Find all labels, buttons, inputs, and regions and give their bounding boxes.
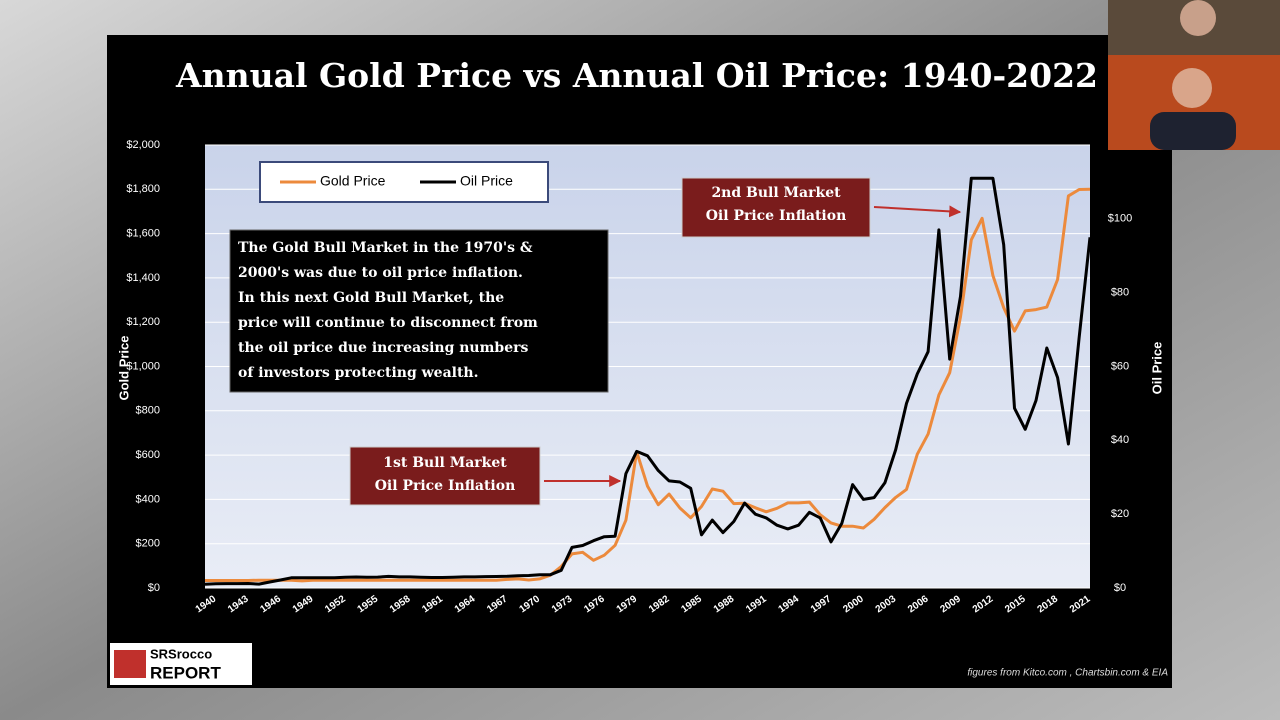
y2-axis-label: Oil Price (1149, 342, 1164, 395)
y2-tick-label: $60 (1111, 360, 1129, 372)
series-line (204, 176, 1092, 586)
note-text: In this next Gold Bull Market, the (238, 290, 504, 306)
y-axis-label: Gold Price (116, 335, 131, 400)
y-tick-label: $0 (148, 582, 160, 594)
webcam-face (1180, 0, 1216, 36)
y-tick-label: $1,200 (126, 316, 160, 328)
y2-tick-label: $40 (1111, 434, 1129, 446)
note-text: of investors protecting wealth. (238, 365, 479, 381)
y-tick-label: $1,800 (126, 183, 160, 195)
webcam-face (1172, 68, 1212, 108)
note-text: the oil price due increasing numbers (238, 340, 528, 356)
chart-title: Annual Gold Price vs Annual Oil Price: 1… (175, 56, 1098, 95)
y2-tick-label: $0 (1114, 582, 1126, 594)
annotation-text: 2nd Bull Market (711, 185, 841, 201)
y2-tick-label: $80 (1111, 287, 1129, 299)
y-tick-label: $200 (136, 538, 160, 550)
note-box (229, 229, 609, 393)
source: figures from Kitco.com , Chartsbin.com &… (967, 668, 1168, 679)
y-tick-label: $800 (136, 405, 160, 417)
y-tick-label: $1,400 (126, 272, 160, 284)
note-text: 2000's was due to oil price inflation. (238, 265, 523, 281)
y2-tick-label: $20 (1111, 508, 1129, 520)
y-tick-label: $2,000 (126, 139, 160, 151)
y-tick-label: $1,000 (126, 360, 160, 372)
annotation-box (681, 177, 871, 238)
annotation-arrow (873, 205, 962, 218)
legend-label: Gold Price (320, 173, 386, 189)
annotation-box (349, 446, 541, 506)
y2-tick-label: $100 (1108, 213, 1132, 225)
annotation-text: Oil Price Inflation (375, 478, 516, 494)
annotation-text: 1st Bull Market (383, 455, 507, 471)
y-tick-label: $400 (136, 493, 160, 505)
y-tick-label: $1,600 (126, 228, 160, 240)
webcam-body (1150, 112, 1236, 150)
logo-text: SRSrocco (150, 646, 212, 661)
note-text: price will continue to disconnect from (238, 315, 538, 331)
y-tick-label: $600 (136, 449, 160, 461)
logo-text: REPORT (150, 663, 221, 682)
series-line (205, 187, 1091, 583)
logo-icon (114, 650, 146, 678)
note-text: The Gold Bull Market in the 1970's & (238, 240, 533, 256)
annotation-text: Oil Price Inflation (706, 208, 847, 224)
legend-label: Oil Price (460, 173, 513, 189)
